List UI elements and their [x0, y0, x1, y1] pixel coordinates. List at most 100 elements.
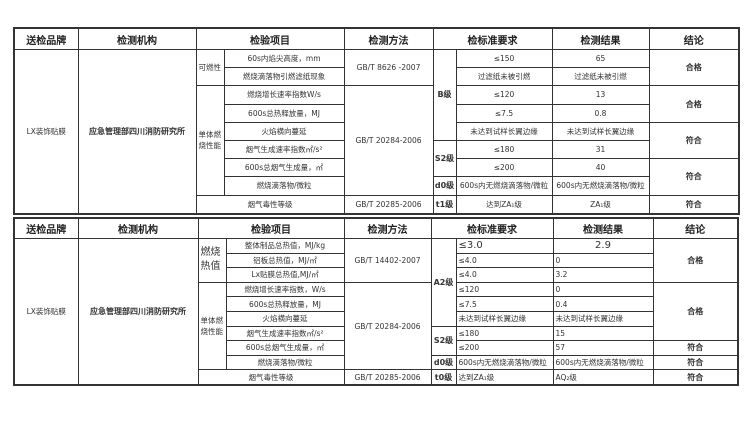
conclusion-cell: 符合 [652, 354, 739, 371]
result-cell: 31 [551, 139, 650, 160]
item-cell: Lx贴膜总热值,MJ/㎡ [225, 267, 345, 283]
result-cell: 40 [551, 158, 650, 178]
item-cell: 60s内焰尖高度，mm [223, 48, 345, 69]
table-row: 燃烧滴落物引燃滤纸现象 过滤纸未被引燃 过滤纸未被引燃 [14, 67, 739, 87]
result-cell: AQ₂级 [552, 369, 654, 386]
table-row: 600s总热释放量，MJ ≤7.5 0.4 [14, 296, 738, 312]
requirement-cell: 达到ZA₁级 [455, 194, 553, 215]
header-requirement: 检标准要求 [432, 27, 553, 50]
level-cell: d0级 [432, 176, 457, 196]
result-cell: ZA₁级 [551, 194, 650, 215]
item-cell: 燃烧滴落物引燃滤纸现象 [223, 67, 345, 87]
requirement-cell: 600s内无燃烧滴落物/微粒 [455, 176, 553, 196]
conclusion-cell: 合格 [652, 238, 739, 283]
item-cell: 燃烧增长速率指数W/s [223, 85, 345, 105]
header-result: 检测结果 [552, 217, 654, 239]
header-method: 检测方法 [343, 27, 434, 50]
level-cell: t1级 [432, 194, 457, 215]
method-cell: GB/T 20285-2006 [343, 194, 434, 215]
group-cell: 单体燃烧性能 [197, 281, 227, 371]
requirement-cell: ≤7.5 [455, 296, 554, 312]
requirement-cell: 过滤纸未被引燃 [455, 67, 553, 87]
item-cell: 烟气毒性等级 [195, 194, 345, 215]
item-cell: 600s总烟气生成量，㎡ [223, 158, 345, 178]
table-row: 烟气毒性等级 GB/T 20285-2006 t1级 达到ZA₁级 ZA₁级 符… [14, 194, 740, 215]
requirement-cell: ≤7.5 [455, 103, 553, 123]
method-cell: GB/T 20285-2006 [343, 369, 432, 386]
result-cell: 0.4 [552, 296, 654, 312]
result-cell: 过滤纸未被引燃 [551, 67, 650, 87]
result-cell: 未达到试样长翼边缘 [552, 310, 654, 327]
requirement-cell: ≤4.0 [455, 267, 554, 283]
brand-cell: LX装饰贴膜 [13, 237, 79, 386]
item-cell: 600s总热释放量，MJ [225, 296, 345, 312]
requirement-cell: ≤200 [455, 340, 554, 356]
item-cell: 燃烧增长速率指数，W/s [225, 281, 345, 298]
level-cell: B级 [432, 49, 457, 141]
header-org: 检测机构 [77, 27, 197, 50]
table-row: 单体燃烧性能 燃烧增长速率指数W/s GB/T 20284-2006 ≤120 … [14, 85, 740, 196]
conclusion-cell: 符合 [648, 121, 740, 160]
requirement-cell: ≤4.0 [455, 252, 554, 269]
result-cell: 15 [552, 325, 654, 342]
table-row: 火焰横向蔓延 未达到试样长翼边缘 未达到试样长翼边缘 [14, 310, 738, 327]
requirement-cell: 未达到试样长翼边缘 [455, 310, 554, 327]
method-cell: GB/T 14402-2007 [343, 238, 432, 283]
conclusion-cell: 符合 [652, 340, 739, 356]
level-cell: A2级 [430, 238, 457, 327]
result-cell: 600s内无燃烧滴落物/微粒 [551, 176, 650, 196]
conclusion-cell: 合格 [648, 48, 740, 87]
requirement-cell: ≤180 [455, 325, 554, 342]
level-cell: S2级 [430, 325, 457, 356]
table-row: 600s总热释放量，MJ ≤7.5 0.8 [14, 103, 739, 123]
requirement-cell: ≤120 [455, 281, 554, 298]
method-cell: GB/T 8626 -2007 [343, 48, 434, 87]
table-row: LX装饰贴膜 应急管理部四川消防研究所 燃烧热值 整体制品总热值，MJ/kg G… [13, 237, 739, 386]
conclusion-cell: 合格 [648, 85, 740, 123]
item-cell: 燃烧滴落物/微粒 [223, 176, 345, 196]
method-cell: GB/T 20284-2006 [343, 281, 432, 371]
org-cell: 应急管理部四川消防研究所 [77, 237, 199, 386]
table-row: 烟气生成速率指数㎡/s² S2级 ≤180 15 [14, 325, 738, 356]
brand-cell: LX装饰贴膜 [13, 48, 79, 215]
item-cell: 600s总热释放量，MJ [223, 103, 345, 123]
level-cell: d0级 [430, 354, 457, 371]
result-cell: 0 [552, 252, 654, 269]
group-cell: 燃烧热值 [197, 238, 227, 283]
result-cell: 3.2 [552, 267, 654, 283]
test-results-table-1: 送检品牌 检测机构 检验项目 检测方法 检标准要求 检测结果 结论 LX装饰贴膜… [13, 27, 740, 215]
header-conclusion: 结论 [648, 27, 740, 50]
header-requirement: 检标准要求 [430, 217, 554, 239]
result-cell: 65 [551, 48, 650, 69]
group-cell: 单体燃烧性能 [195, 85, 225, 196]
header-conclusion: 结论 [652, 217, 739, 239]
item-cell: 烟气生成速率指数㎡/s² [223, 139, 345, 160]
header-item: 检验项目 [197, 217, 345, 239]
result-cell: 0 [552, 281, 654, 298]
item-cell: 烟气生成速率指数㎡/s² [225, 325, 345, 342]
header-method: 检测方法 [343, 217, 432, 239]
org-cell: 应急管理部四川消防研究所 [77, 48, 197, 215]
item-cell: 铝板总热值，MJ/㎡ [225, 252, 345, 269]
result-cell: 2.9 [552, 238, 654, 254]
requirement-cell: 达到ZA₁级 [455, 369, 554, 386]
table-row: 烟气毒性等级 GB/T 20285-2006 t0级 达到ZA₁级 AQ₂级 符… [14, 369, 739, 386]
table-row: 燃烧滴落物/微粒 d0级 600s内无燃烧滴落物/微粒 600s内无燃烧滴落物/… [14, 176, 739, 196]
conclusion-cell: 合格 [652, 281, 739, 342]
header-brand: 送检品牌 [13, 27, 79, 50]
requirement-cell: 600s内无燃烧滴落物/微粒 [455, 354, 554, 371]
item-cell: 燃烧滴落物/微粒 [225, 354, 345, 371]
requirement-cell: ≤150 [455, 48, 553, 69]
conclusion-cell: 符合 [652, 369, 739, 386]
header-result: 检测结果 [551, 27, 650, 50]
result-cell: 0.8 [551, 103, 650, 123]
item-cell: 火焰横向蔓延 [223, 121, 345, 141]
level-cell: t0级 [430, 369, 457, 386]
header-item: 检验项目 [195, 27, 345, 50]
table-row: LX装饰贴膜 应急管理部四川消防研究所 可燃性 60s内焰尖高度，mm GB/T… [13, 48, 740, 215]
result-cell: 未达到试样长翼边缘 [551, 121, 650, 141]
header-row: 送检品牌 检测机构 检验项目 检测方法 检标准要求 检测结果 结论 [13, 217, 739, 239]
result-cell: 57 [552, 340, 654, 356]
header-org: 检测机构 [77, 217, 199, 239]
header-brand: 送检品牌 [13, 217, 79, 239]
